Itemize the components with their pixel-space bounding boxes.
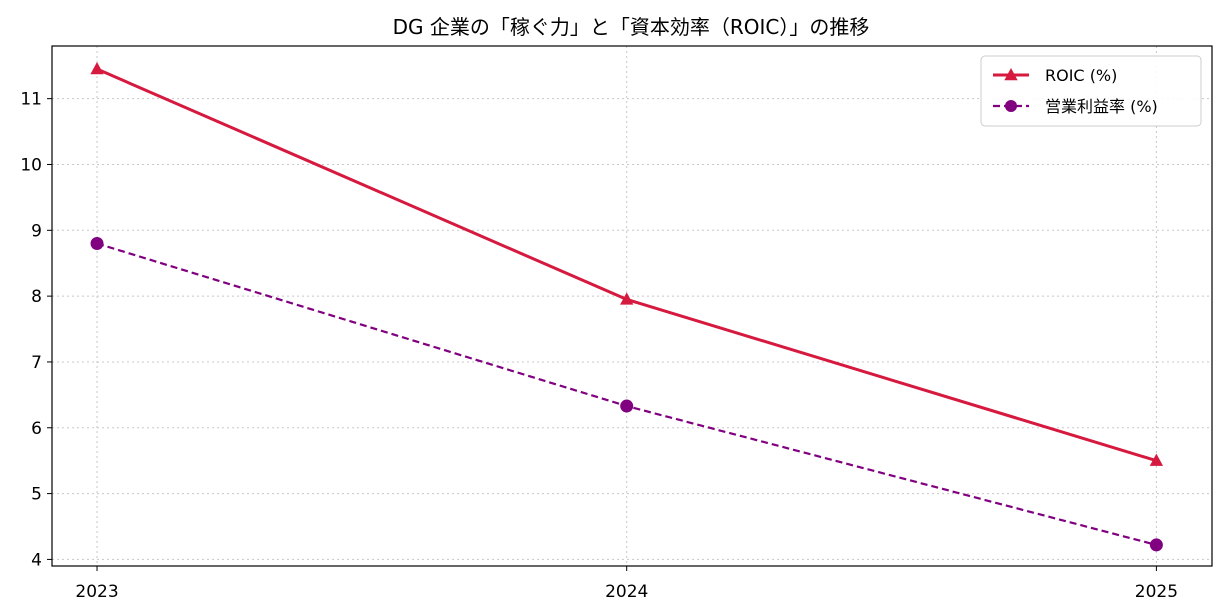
tick-labels: 4 5 6 7 8 9 10 11 2023 2024 2025 xyxy=(20,90,1178,602)
y-tick-label: 10 xyxy=(20,155,42,175)
legend-entry-roic: ROIC (%) xyxy=(993,66,1117,85)
series-lines xyxy=(90,62,1164,552)
plot-frame xyxy=(51,45,1213,567)
data-point-roic xyxy=(620,292,634,305)
data-point-operating-margin xyxy=(90,236,104,250)
legend-marker-circle xyxy=(1005,100,1017,112)
series-line-operating-margin xyxy=(96,242,1157,547)
y-tick-label: 5 xyxy=(31,485,42,505)
y-tick-label: 8 xyxy=(31,287,42,307)
legend-label-operating-margin: 営業利益率 (%) xyxy=(1045,97,1158,116)
y-tick-label: 4 xyxy=(31,550,42,570)
x-tick-label: 2023 xyxy=(75,582,118,602)
data-point-roic xyxy=(1149,453,1164,466)
x-tick-label: 2025 xyxy=(1135,582,1178,602)
data-point-roic xyxy=(90,62,104,75)
data-point-operating-margin xyxy=(1149,538,1163,552)
legend-label-roic: ROIC (%) xyxy=(1045,66,1117,85)
y-tick-label: 11 xyxy=(20,90,42,110)
legend: ROIC (%) 営業利益率 (%) xyxy=(980,55,1202,127)
axes xyxy=(47,45,1213,571)
legend-entry-operating-margin: 営業利益率 (%) xyxy=(993,97,1158,116)
x-tick-label: 2024 xyxy=(605,582,648,602)
y-tick-label: 7 xyxy=(31,353,42,373)
y-tick-label: 6 xyxy=(31,419,42,439)
legend-box xyxy=(980,55,1202,127)
chart-title: DG 企業の「稼ぐ力」と「資本効率（ROIC）」の推移 xyxy=(393,15,870,39)
y-tick-label: 9 xyxy=(31,221,42,241)
data-point-operating-margin xyxy=(620,399,634,413)
legend-marker-triangle xyxy=(1004,68,1018,81)
